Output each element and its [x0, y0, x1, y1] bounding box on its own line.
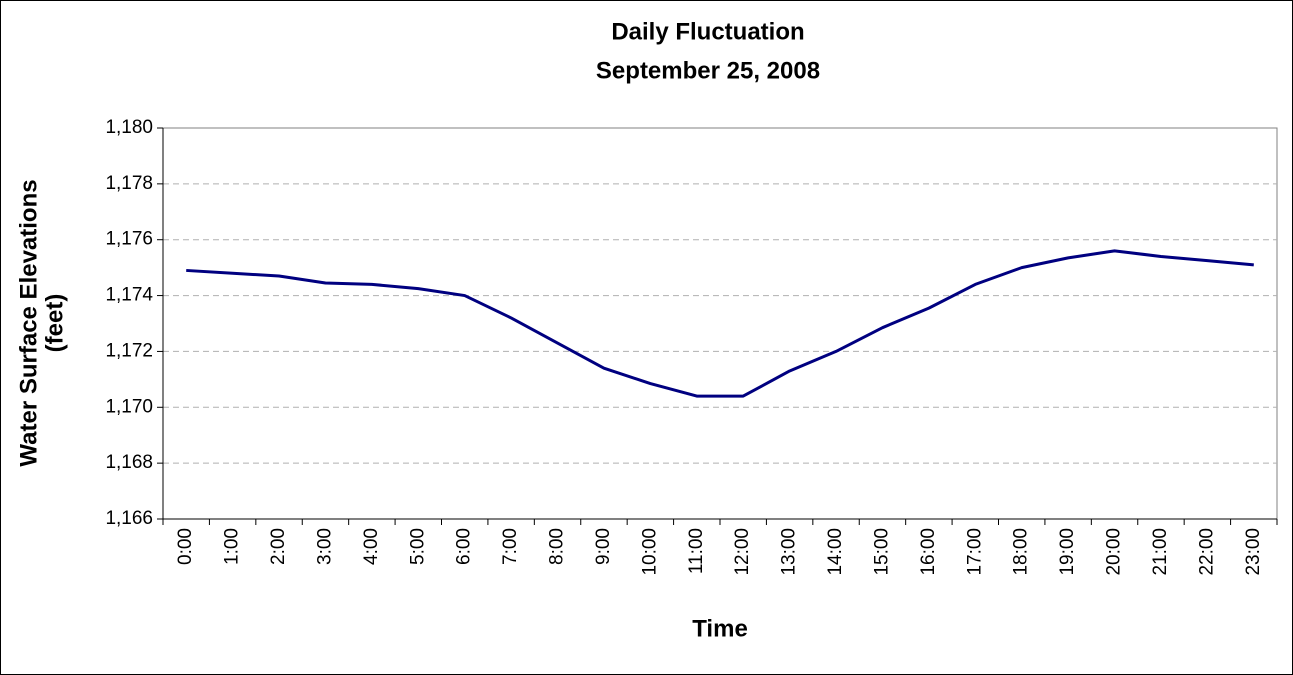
data-line [186, 249, 1254, 398]
x-tick-label: 4:00 [361, 528, 382, 565]
x-tick-label: 16:00 [918, 528, 939, 576]
y-tick-label: 1,170 [105, 396, 153, 417]
y-tick-label: 1,180 [105, 117, 153, 138]
x-tick-label: 12:00 [732, 528, 753, 576]
x-tick-label: 21:00 [1150, 528, 1171, 576]
x-tick-label: 17:00 [964, 528, 985, 576]
y-tick-label: 1,178 [105, 173, 153, 194]
y-tick-label: 1,172 [105, 340, 153, 361]
x-tick-label: 5:00 [407, 528, 428, 565]
x-tick-label: 10:00 [639, 528, 660, 576]
y-tick-label: 1,168 [105, 452, 153, 473]
x-tick-label: 14:00 [825, 528, 846, 576]
y-axis-label: Water Surface Elevations [15, 179, 42, 466]
y-axis-label: (feet) [41, 294, 68, 353]
x-tick-label: 2:00 [268, 528, 289, 565]
x-tick-label: 23:00 [1243, 528, 1264, 576]
x-tick-label: 19:00 [1057, 528, 1078, 576]
x-tick-label: 13:00 [779, 528, 800, 576]
y-tick-label: 1,166 [105, 508, 153, 529]
chart-subtitle: September 25, 2008 [596, 57, 820, 84]
chart-title: Daily Fluctuation [611, 18, 804, 45]
x-tick-label: 0:00 [175, 528, 196, 565]
x-tick-label: 20:00 [1104, 528, 1125, 576]
x-tick-label: 9:00 [593, 528, 614, 565]
x-tick-label: 3:00 [314, 528, 335, 565]
x-tick-label: 8:00 [547, 528, 568, 565]
x-tick-label: 22:00 [1196, 528, 1217, 576]
x-tick-label: 11:00 [686, 528, 707, 574]
x-tick-label: 7:00 [500, 528, 521, 565]
x-tick-label: 18:00 [1011, 528, 1032, 576]
x-tick-label: 1:00 [222, 528, 243, 565]
x-axis-label: Time [692, 615, 748, 642]
plot-area [162, 127, 1278, 520]
x-tick-label: 15:00 [871, 528, 892, 576]
x-tick-label: 6:00 [454, 528, 475, 565]
y-tick-label: 1,176 [105, 229, 153, 250]
y-tick-label: 1,174 [105, 285, 153, 306]
